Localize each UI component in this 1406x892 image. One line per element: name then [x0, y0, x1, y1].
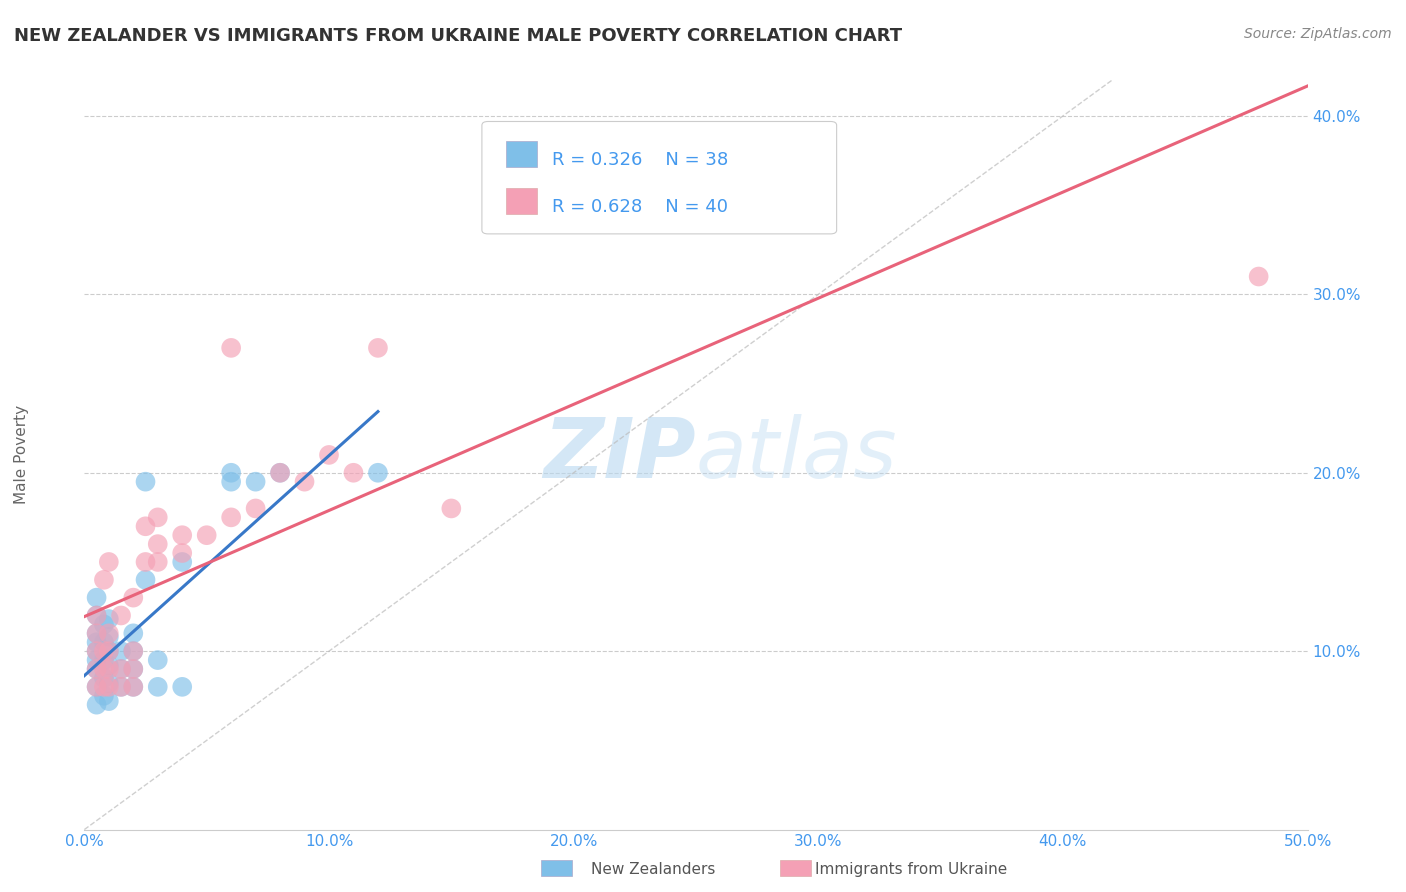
Point: [93, 689, 115, 703]
Point: [97, 555, 120, 569]
Point: [93, 644, 115, 658]
Text: New Zealanders: New Zealanders: [591, 863, 714, 877]
Point: [172, 555, 194, 569]
Point: [97, 694, 120, 708]
Point: [135, 573, 157, 587]
Text: R = 0.326    N = 38: R = 0.326 N = 38: [551, 151, 728, 169]
Text: Immigrants from Ukraine: Immigrants from Ukraine: [815, 863, 1008, 877]
Bar: [506, 188, 537, 214]
Point: [110, 662, 132, 676]
Point: [219, 475, 242, 489]
Point: [219, 341, 242, 355]
Point: [122, 680, 145, 694]
Point: [86, 653, 108, 667]
Point: [146, 680, 169, 694]
Point: [172, 528, 194, 542]
Point: [110, 662, 132, 676]
Point: [93, 680, 115, 694]
Point: [97, 612, 120, 626]
Point: [146, 510, 169, 524]
Point: [97, 630, 120, 644]
Point: [122, 662, 145, 676]
Text: R = 0.628    N = 40: R = 0.628 N = 40: [551, 198, 728, 216]
Point: [93, 573, 115, 587]
Point: [135, 519, 157, 533]
Point: [172, 680, 194, 694]
Point: [97, 662, 120, 676]
Point: [219, 510, 242, 524]
Point: [97, 676, 120, 690]
Y-axis label: Male Poverty: Male Poverty: [14, 405, 28, 505]
Point: [269, 466, 291, 480]
Text: Source: ZipAtlas.com: Source: ZipAtlas.com: [1244, 27, 1392, 41]
Point: [342, 466, 364, 480]
Point: [110, 644, 132, 658]
Point: [86, 680, 108, 694]
Point: [97, 626, 120, 640]
Point: [86, 626, 108, 640]
Point: [110, 680, 132, 694]
Point: [97, 644, 120, 658]
Point: [86, 644, 108, 658]
Text: atlas: atlas: [696, 415, 897, 495]
Point: [93, 662, 115, 676]
Point: [367, 466, 389, 480]
Point: [135, 555, 157, 569]
Point: [86, 680, 108, 694]
Point: [440, 501, 463, 516]
Point: [489, 198, 512, 212]
Point: [219, 466, 242, 480]
Point: [1247, 269, 1270, 284]
Point: [110, 608, 132, 623]
Point: [172, 546, 194, 560]
Point: [135, 475, 157, 489]
Point: [122, 626, 145, 640]
Text: ZIP: ZIP: [543, 415, 696, 495]
Point: [245, 475, 267, 489]
Point: [146, 653, 169, 667]
Point: [110, 680, 132, 694]
Point: [93, 653, 115, 667]
Point: [367, 341, 389, 355]
Point: [86, 626, 108, 640]
Point: [86, 635, 108, 649]
Point: [245, 501, 267, 516]
Point: [97, 644, 120, 658]
Text: NEW ZEALANDER VS IMMIGRANTS FROM UKRAINE MALE POVERTY CORRELATION CHART: NEW ZEALANDER VS IMMIGRANTS FROM UKRAINE…: [14, 27, 903, 45]
Point: [97, 680, 120, 694]
Point: [122, 644, 145, 658]
Point: [294, 475, 316, 489]
Point: [146, 555, 169, 569]
Point: [86, 662, 108, 676]
Point: [122, 591, 145, 605]
Point: [195, 528, 218, 542]
Point: [269, 466, 291, 480]
Point: [93, 671, 115, 685]
Point: [97, 658, 120, 673]
Bar: [506, 141, 537, 167]
Point: [86, 608, 108, 623]
Point: [122, 680, 145, 694]
Point: [86, 608, 108, 623]
Point: [86, 644, 108, 658]
Point: [86, 591, 108, 605]
Point: [122, 644, 145, 658]
Point: [93, 635, 115, 649]
Point: [86, 698, 108, 712]
Point: [86, 662, 108, 676]
Point: [122, 662, 145, 676]
Point: [318, 448, 340, 462]
Point: [93, 617, 115, 632]
Point: [146, 537, 169, 551]
FancyBboxPatch shape: [482, 121, 837, 234]
